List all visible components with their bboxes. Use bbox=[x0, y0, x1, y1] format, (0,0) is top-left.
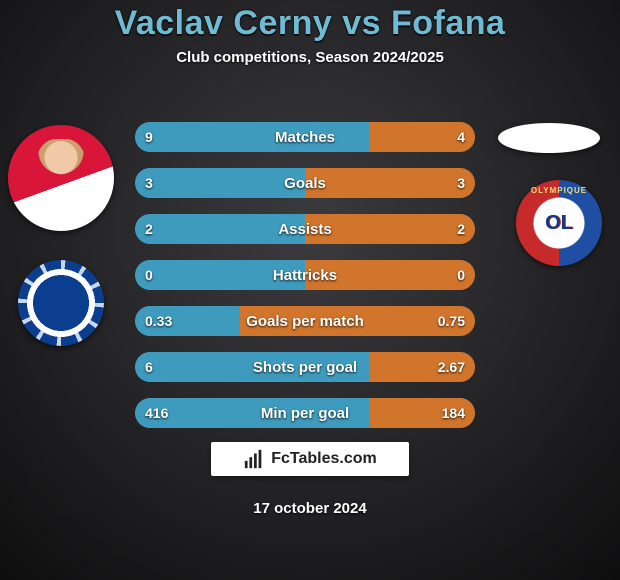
club-left-badge bbox=[18, 260, 104, 346]
stats-container: 94Matches 33Goals 22Assists 00Hattricks 0.33… bbox=[135, 122, 475, 444]
club-right-mid-text: OL bbox=[516, 212, 602, 235]
stat-row: 22Assists bbox=[135, 214, 475, 244]
page-title: Vaclav Cerny vs Fofana bbox=[0, 0, 620, 43]
stat-bar-left bbox=[135, 214, 305, 244]
stat-bar-left bbox=[135, 168, 305, 198]
stat-bar-left bbox=[135, 306, 240, 336]
club-right-badge: OLYMPIQUE OL bbox=[516, 180, 602, 266]
stat-row: 94Matches bbox=[135, 122, 475, 152]
player-left-avatar bbox=[8, 125, 114, 231]
player-right-avatar bbox=[498, 123, 600, 153]
subtitle: Club competitions, Season 2024/2025 bbox=[0, 49, 620, 66]
stat-bar-right bbox=[240, 306, 475, 336]
stat-row: 62.67Shots per goal bbox=[135, 352, 475, 382]
stat-bar-right bbox=[305, 168, 475, 198]
stat-bar-left bbox=[135, 260, 305, 290]
stat-row: 33Goals bbox=[135, 168, 475, 198]
bar-chart-icon bbox=[243, 448, 265, 470]
brand-box: FcTables.com bbox=[211, 442, 409, 476]
stat-bar-right bbox=[305, 214, 475, 244]
date-text: 17 october 2024 bbox=[0, 500, 620, 517]
stat-bar-right bbox=[370, 122, 475, 152]
stat-bar-left bbox=[135, 398, 370, 428]
stat-bar-left bbox=[135, 122, 370, 152]
stat-bar-right bbox=[370, 352, 475, 382]
club-right-arc-text: OLYMPIQUE bbox=[516, 186, 602, 195]
stat-bar-right bbox=[305, 260, 475, 290]
stat-bar-right bbox=[370, 398, 475, 428]
card: Vaclav Cerny vs Fofana Club competitions… bbox=[0, 0, 620, 580]
stat-bar-left bbox=[135, 352, 370, 382]
stat-row: 416184Min per goal bbox=[135, 398, 475, 428]
stat-row: 0.330.75Goals per match bbox=[135, 306, 475, 336]
stat-row: 00Hattricks bbox=[135, 260, 475, 290]
brand-text: FcTables.com bbox=[271, 450, 377, 468]
